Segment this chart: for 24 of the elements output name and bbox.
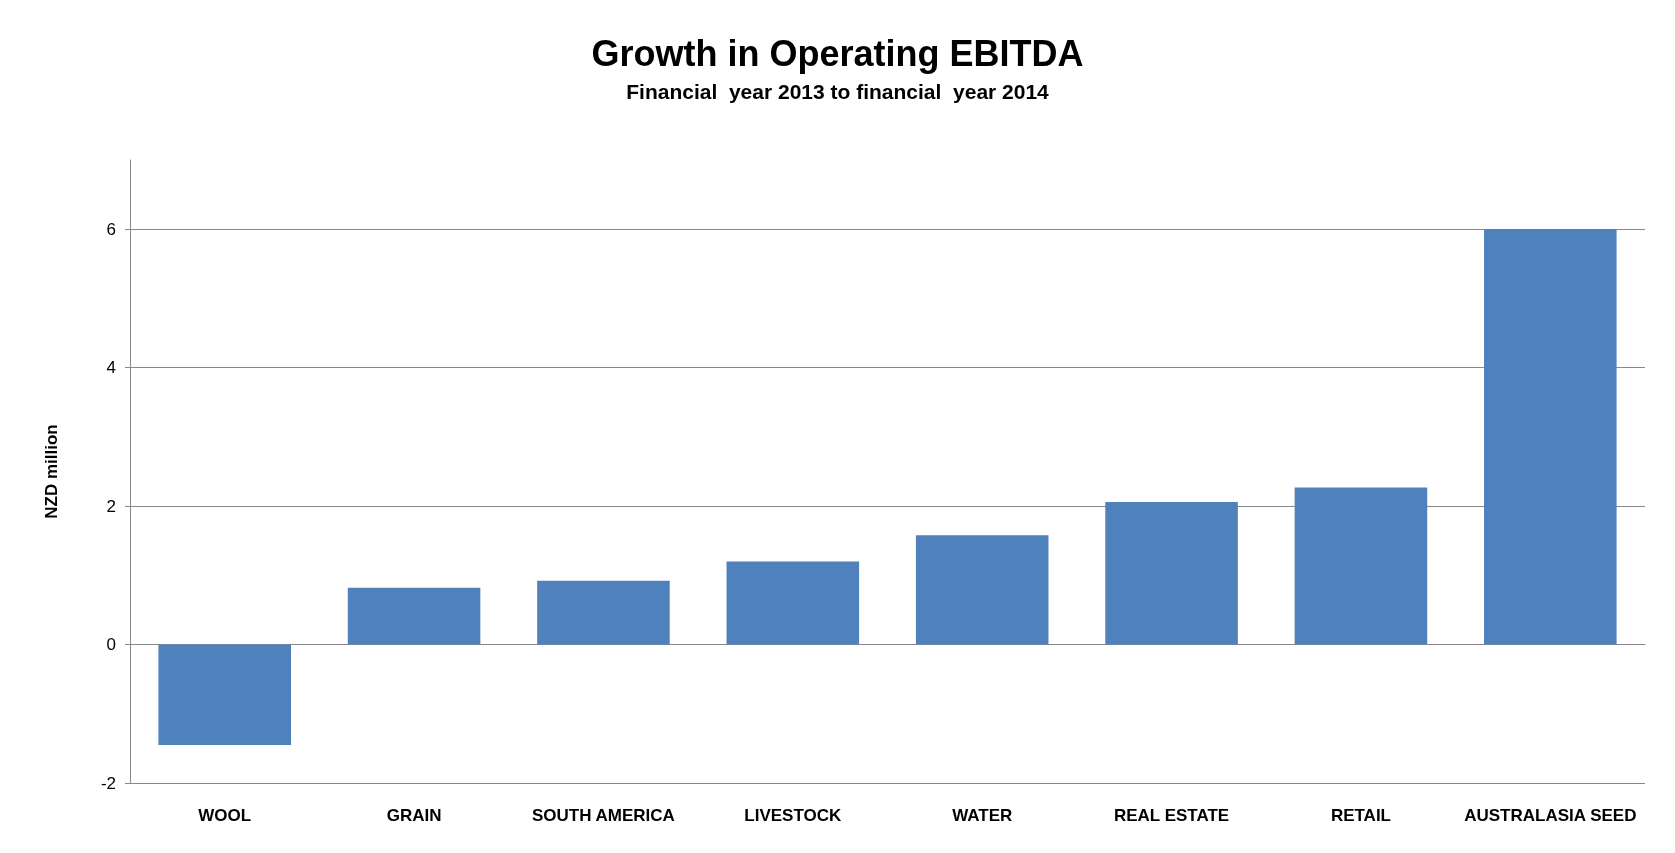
y-tick-label: 6 (106, 219, 116, 239)
bar (915, 535, 1049, 645)
x-tick-label: REAL ESTATE (1113, 806, 1230, 825)
y-axis-title: NZD million (42, 424, 61, 519)
x-tick-label: GRAIN (386, 806, 442, 825)
x-tick-label: LIVESTOCK (744, 806, 843, 825)
y-tick-label: 4 (106, 358, 116, 378)
bar (1294, 487, 1428, 645)
bar (537, 580, 670, 645)
x-tick-label: RETAIL (1330, 806, 1391, 825)
x-tick-label: WATER (952, 806, 1013, 825)
bar (158, 644, 291, 745)
chart-subtitle: Financial year 2013 to financial year 2014 (626, 80, 1050, 103)
bar (347, 587, 481, 645)
x-tick-label: SOUTH AMERICA (531, 806, 675, 825)
y-tick-label: 0 (106, 635, 116, 655)
bar (726, 561, 860, 645)
bar (1484, 229, 1617, 645)
x-tick-label: WOOL (198, 806, 252, 825)
bar (1105, 501, 1238, 645)
x-tick-label: AUSTRALASIA SEED (1464, 806, 1637, 825)
y-tick-label: 2 (106, 496, 116, 516)
y-tick-label: -2 (100, 773, 116, 793)
chart-title: Growth in Operating EBITDA (591, 32, 1084, 74)
